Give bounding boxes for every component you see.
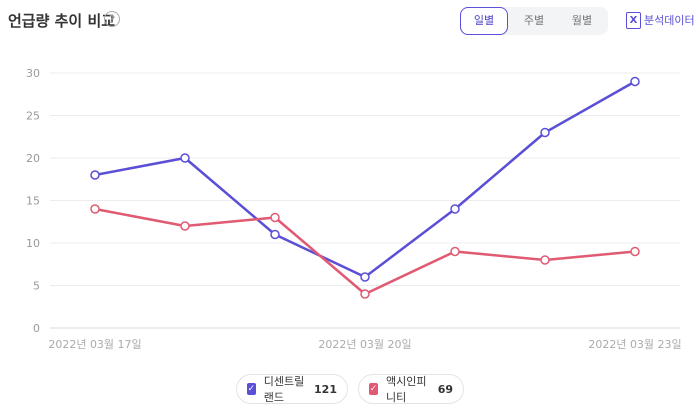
data-point: [360, 272, 370, 282]
excel-icon: X: [626, 11, 641, 29]
data-point: [630, 246, 640, 257]
y-tick-label: 10: [26, 237, 40, 250]
chart-title: 언급량 추이 비교: [8, 12, 116, 30]
checkbox-icon: ✓: [247, 383, 256, 395]
data-point: [90, 204, 100, 214]
series-line: [93, 80, 637, 279]
tab-daily[interactable]: 일별: [460, 7, 508, 35]
data-point: [450, 246, 460, 257]
period-toggle: 일별 주별 월별: [460, 7, 608, 35]
data-point: [540, 127, 550, 138]
legend-label: 디센트릴랜드: [263, 375, 305, 404]
data-point: [540, 255, 550, 265]
legend-count: 69: [437, 382, 453, 396]
chart-header: 언급량 추이 비교 ? 일별 주별 월별 X 분석데이터: [0, 0, 700, 44]
x-tick-label: 2022년 03월 20일: [318, 337, 411, 351]
data-point: [180, 153, 190, 163]
legend-item-decentraland[interactable]: ✓ 디센트릴랜드 121: [236, 374, 348, 404]
y-tick-label: 20: [26, 152, 40, 165]
data-point: [450, 204, 460, 214]
y-tick-label: 25: [26, 110, 40, 123]
data-point: [270, 212, 280, 223]
data-point: [630, 76, 640, 87]
help-icon[interactable]: ?: [104, 11, 120, 27]
tab-weekly[interactable]: 주별: [523, 14, 545, 27]
data-point: [270, 229, 280, 240]
y-tick-label: 30: [26, 67, 40, 80]
legend-label: 액시인피니티: [386, 375, 427, 404]
data-point: [360, 289, 370, 299]
legend-item-axie-infinity[interactable]: ✓ 액시인피니티 69: [358, 374, 464, 404]
x-tick-label: 2022년 03월 17일: [48, 337, 141, 351]
legend-count: 121: [314, 382, 337, 396]
y-tick-label: 15: [26, 195, 40, 208]
x-tick-label: 2022년 03월 23일: [588, 337, 681, 351]
data-point: [90, 170, 100, 180]
checkbox-icon: ✓: [369, 383, 379, 395]
y-tick-label: 5: [33, 280, 40, 293]
data-point: [180, 221, 190, 231]
analysis-data-label: 분석데이터: [644, 14, 695, 27]
analysis-data-button[interactable]: X 분석데이터: [626, 10, 695, 30]
y-tick-label: 0: [33, 322, 40, 335]
tab-monthly[interactable]: 월별: [571, 14, 593, 27]
